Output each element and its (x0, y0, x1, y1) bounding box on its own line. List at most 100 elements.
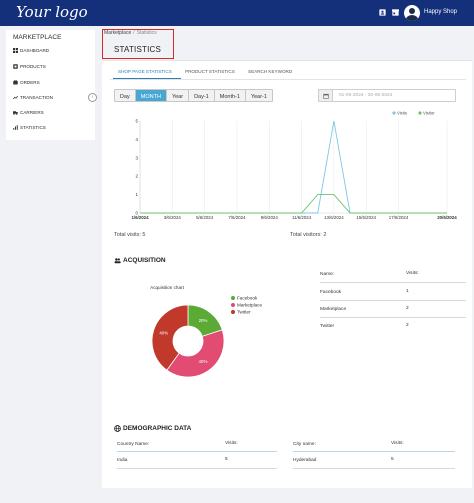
table-row: Hyderabad (293, 455, 316, 465)
legend-marker (231, 296, 235, 300)
users-icon (114, 258, 121, 264)
logo[interactable]: Your logo (16, 3, 88, 21)
period-year-minus-1-button[interactable]: Year-1 (245, 90, 272, 101)
x-tick-label: 3/6/2024 (164, 215, 182, 220)
y-tick-label: 5 (136, 119, 139, 124)
calendar-icon (322, 93, 329, 99)
x-tick-label: 1/6/2024 (131, 215, 149, 220)
tabs-divider (110, 79, 466, 80)
sidebar-item-dashboard[interactable]: DASHBOARD (13, 46, 49, 55)
table-header: Country Name: (117, 439, 149, 449)
sidebar-collapse-button[interactable]: ‹ (88, 93, 97, 102)
tab-shop-page-statistics[interactable]: SHOP PAGE STATISTICS (118, 69, 172, 74)
donut-slice-twitter (151, 304, 189, 371)
breadcrumb-current: Statistics (136, 30, 157, 36)
period-month-button[interactable]: MONTH (135, 90, 167, 101)
legend-entry: Facebook (237, 296, 258, 301)
sidebar-title: MARKETPLACE (13, 34, 62, 41)
box-icon (13, 64, 18, 69)
date-range-placeholder: 01-06-2024 - 30-06-2024 (339, 93, 393, 98)
dashboard-icon (13, 48, 18, 53)
profile-icon[interactable] (379, 9, 386, 16)
chevron-left-icon: ‹ (91, 94, 94, 100)
x-tick-label: 20/6/2024 (437, 215, 457, 220)
sidebar-item-products[interactable]: PRODUCTS (13, 62, 46, 71)
period-selector: Day MONTH Year Day-1 Month-1 Year-1 (114, 89, 273, 102)
total-visitors: Total visitors: 2 (290, 232, 327, 238)
slice-value-label: 20% (199, 318, 208, 323)
city-table: City name: Visits: Hyderabad 5 (293, 439, 455, 469)
acquisition-donut-chart: Acquisition chart 20% 40% 40% Facebook Market… (150, 285, 262, 378)
demographic-title-text: DEMOGRAPHIC DATA (123, 425, 192, 432)
date-range-input[interactable]: 01-06-2024 - 30-06-2024 (318, 89, 456, 102)
legend-marker (231, 303, 235, 307)
top-bar: Your logo Happy Shop (0, 0, 474, 26)
sidebar-item-label: PRODUCTS (20, 64, 46, 69)
period-day-button[interactable]: Day (115, 90, 136, 101)
x-tick-label: 7/6/2024 (228, 215, 246, 220)
legend-marker (392, 111, 396, 115)
acquisition-title-text: ACQUISITION (123, 257, 166, 264)
avatar[interactable] (404, 5, 420, 21)
x-tick-label: 17/6/2024 (389, 215, 409, 220)
slice-value-label: 40% (199, 359, 208, 364)
page-title: STATISTICS (114, 45, 162, 54)
active-tab-indicator (113, 78, 181, 80)
store-icon[interactable] (392, 9, 399, 16)
table-cell: 5 (225, 457, 228, 462)
x-tick-label: 5/6/2024 (196, 215, 214, 220)
total-visits: Total visits: 5 (114, 232, 146, 238)
tab-product-statistics[interactable]: PRODUCT STATISTICS (185, 69, 235, 74)
sidebar-item-transaction[interactable]: TRANSACTION (13, 93, 53, 102)
demographic-title: DEMOGRAPHIC DATA (114, 425, 191, 432)
table-cell: Facebook (320, 289, 342, 295)
table-cell: Twitter (320, 323, 335, 329)
period-month-minus-1-button[interactable]: Month-1 (214, 90, 246, 101)
y-tick-label: 0 (136, 211, 139, 216)
legend-marker (418, 111, 422, 115)
column-header: Visits: (406, 271, 419, 276)
table-cell: 1 (406, 289, 409, 294)
column-header: Country Name: (117, 441, 150, 447)
sidebar-item-orders[interactable]: ORDERS (13, 78, 40, 87)
x-tick-label: 13/6/2024 (324, 215, 344, 220)
acquisition-table: Name: Visits: Facebook 1 Marketplace 2 T… (320, 269, 466, 335)
x-tick-label: 11/6/2024 (292, 215, 312, 220)
table-cell: Hyderabad (293, 457, 317, 463)
table-header: City name: (293, 439, 316, 449)
y-tick-label: 4 (136, 137, 139, 142)
donut-slice-marketplace (166, 329, 225, 378)
user-name[interactable]: Happy Shop (424, 9, 458, 15)
sidebar-item-statistics[interactable]: STATISTICS (13, 123, 46, 132)
series-line-visitor (140, 194, 447, 214)
chart-title: Acquisition chart (150, 285, 184, 290)
chart-icon (13, 125, 18, 130)
visits-line-chart: 1/6/2024 3/6/2024 5/6/2024 7/6/2024 9/6/2024… (131, 111, 457, 221)
period-year-button[interactable]: Year (166, 90, 190, 101)
highlight-box (102, 29, 174, 59)
sidebar-item-label: DASHBOARD (20, 48, 50, 53)
period-day-minus-1-button[interactable]: Day-1 (189, 90, 215, 101)
x-tick-label: 9/6/2024 (261, 215, 279, 220)
sidebar-item-carriers[interactable]: CARRIERS (13, 108, 44, 117)
slice-value-label: 40% (159, 331, 168, 336)
table-row: Facebook (320, 287, 341, 297)
legend-entry: Visits (397, 111, 407, 116)
breadcrumb-separator: / (133, 30, 135, 36)
tab-search-keyword[interactable]: SEARCH KEYWORD (248, 69, 293, 74)
table-cell: India (117, 457, 128, 463)
sidebar-item-label: TRANSACTION (20, 95, 53, 100)
column-header: Visits: (391, 441, 404, 446)
column-header: City name: (293, 441, 316, 447)
column-header: Name: (320, 271, 335, 277)
truck-icon (13, 111, 18, 115)
legend-entry: Visitor (423, 111, 435, 116)
table-cell: 5 (391, 457, 394, 462)
table-cell: Marketplace (320, 306, 347, 312)
table-row: India (117, 455, 127, 465)
legend-entry: Twitter (237, 310, 251, 315)
table-row: Marketplace (320, 304, 346, 314)
sidebar-item-label: CARRIERS (20, 110, 44, 115)
x-tick-label: 15/6/2024 (356, 215, 376, 220)
breadcrumb-parent[interactable]: Marketplace (104, 30, 132, 36)
